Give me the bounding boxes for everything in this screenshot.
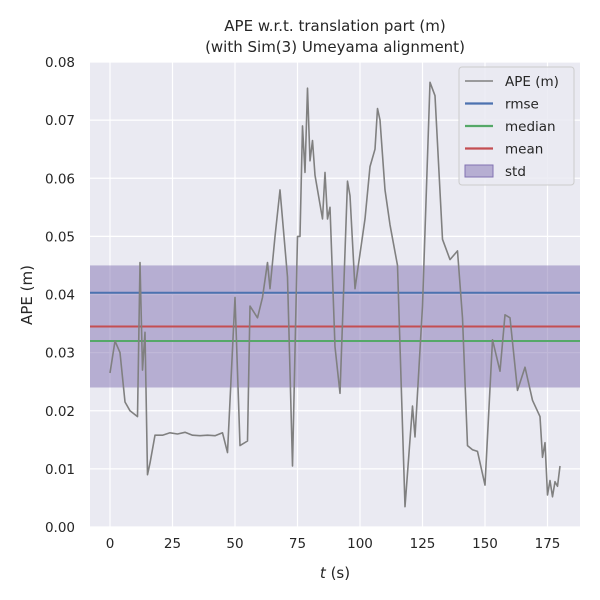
x-tick-label: 75 (289, 536, 306, 552)
x-tick-label: 175 (535, 536, 561, 552)
y-tick-label: 0.04 (45, 288, 75, 304)
x-tick-label: 100 (347, 536, 373, 552)
y-tick-label: 0.07 (45, 113, 75, 129)
x-axis-label: t (s) (320, 564, 350, 582)
x-tick-label: 0 (106, 536, 115, 552)
chart-subtitle: (with Sim(3) Umeyama alignment) (205, 38, 465, 56)
y-tick-label: 0.03 (45, 346, 75, 362)
x-tick-label: 50 (226, 536, 243, 552)
y-tick-label: 0.02 (45, 404, 75, 420)
y-tick-label: 0.01 (45, 462, 75, 478)
y-axis-label: APE (m) (18, 265, 36, 325)
legend-label-mean: mean (505, 142, 543, 158)
x-tick-label: 150 (472, 536, 498, 552)
ape-series-line (109, 81, 561, 508)
x-axis-unit: (s) (326, 564, 350, 582)
chart-title: APE w.r.t. translation part (m) (224, 17, 445, 35)
y-tick-label: 0.05 (45, 229, 75, 245)
legend: APE (m) rmse median mean std (458, 66, 575, 186)
y-tick-labels: 0.00 0.01 0.02 0.03 0.04 0.05 0.06 0.07 0.08 (45, 55, 75, 536)
legend-box (458, 66, 575, 186)
legend-swatch-std (464, 164, 494, 178)
legend-label-std: std (505, 164, 526, 180)
x-tick-label: 125 (410, 536, 436, 552)
x-tick-labels: 0 25 50 75 100 125 150 175 (106, 536, 561, 552)
legend-label-ape: APE (m) (505, 74, 559, 90)
y-tick-label: 0.06 (45, 171, 75, 187)
x-axis-variable: t (320, 564, 327, 582)
series-layer (109, 81, 561, 508)
y-tick-label: 0.00 (45, 520, 75, 536)
x-tick-label: 25 (164, 536, 181, 552)
y-tick-label: 0.08 (45, 55, 75, 71)
legend-label-median: median (505, 119, 556, 135)
legend-label-rmse: rmse (505, 97, 539, 113)
